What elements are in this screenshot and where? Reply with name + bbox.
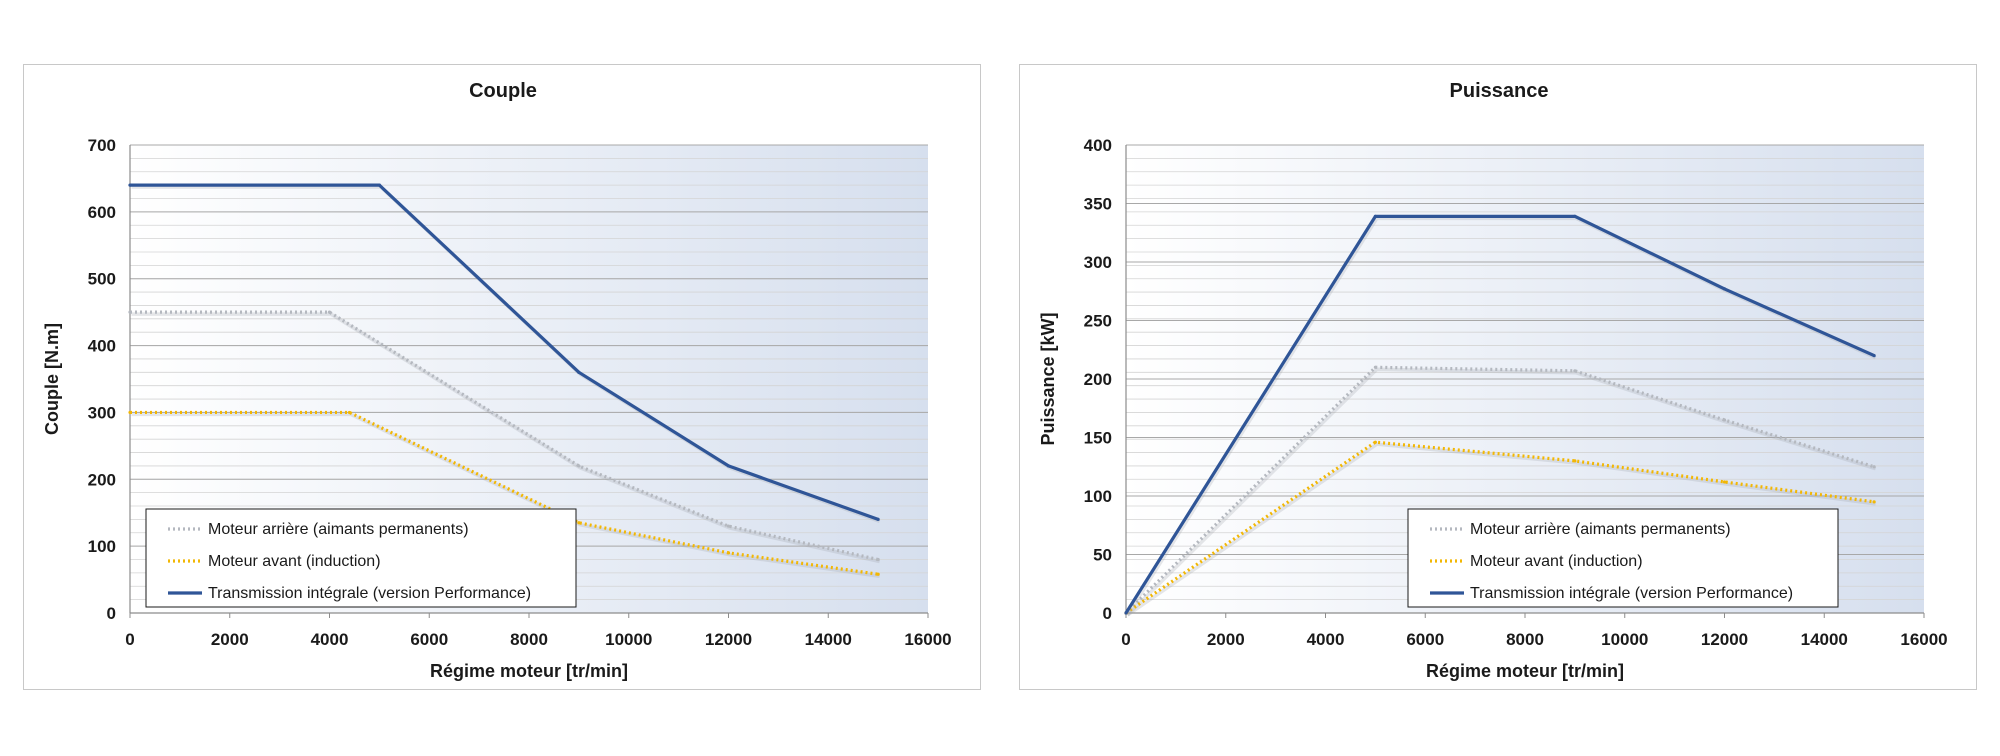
x-tick-label: 14000 (1801, 630, 1848, 649)
chart-title: Couple (469, 80, 537, 102)
x-tick-label: 6000 (410, 630, 448, 649)
data-point (1722, 418, 1727, 422)
y-tick-label: 300 (1084, 253, 1112, 272)
y-tick-label: 700 (88, 136, 116, 155)
x-tick-label: 2000 (1207, 630, 1245, 649)
y-tick-label: 0 (107, 604, 116, 623)
x-tick-label: 12000 (705, 630, 752, 649)
x-axis-title: Régime moteur [tr/min] (430, 661, 628, 681)
series-shadow (131, 312, 881, 564)
x-tick-label: 12000 (1701, 630, 1748, 649)
data-point (876, 557, 880, 562)
legend-label: Transmission intégrale (version Performa… (208, 585, 531, 602)
x-tick-label: 0 (125, 630, 134, 649)
y-tick-label: 100 (1084, 487, 1112, 506)
data-point (1573, 369, 1577, 373)
data-point (876, 572, 880, 576)
x-tick-label: 16000 (904, 630, 951, 649)
data-point (577, 370, 581, 374)
data-point (1373, 365, 1377, 369)
y-tick-label: 500 (88, 270, 116, 289)
x-tick-label: 4000 (1307, 630, 1345, 649)
legend-box (145, 508, 577, 608)
x-tick-label: 14000 (805, 630, 852, 649)
data-point (128, 310, 132, 314)
y-tick-label: 50 (1093, 546, 1112, 565)
legend-box (1407, 508, 1839, 608)
series-shadow (1126, 442, 1876, 617)
chart-panel-couple: 0 100 200 300 400 500 600 700 0 2000 4000 6000 8000 1… (23, 64, 981, 690)
data-point (1872, 354, 1876, 358)
data-point (1573, 214, 1577, 218)
data-point (726, 524, 731, 528)
legend-label: Moteur arrière (aimants permanents) (1470, 521, 1731, 538)
chart-panel-puissance: 0 50 100 150 200 250 300 350 400 0 2000 4000 6000 800… (1019, 64, 1977, 690)
data-point (128, 183, 132, 187)
data-point (128, 410, 132, 415)
data-point (726, 551, 731, 555)
y-tick-label: 400 (1084, 136, 1112, 155)
chart-title: Puissance (1450, 80, 1549, 102)
x-tick-label: 8000 (510, 630, 548, 649)
data-point (577, 521, 581, 525)
data-point (1872, 500, 1876, 504)
x-tick-label: 16000 (1900, 630, 1947, 649)
data-point (1872, 465, 1876, 469)
y-tick-label: 0 (1103, 604, 1112, 623)
series-line-moteur-avant-induction (130, 410, 879, 576)
data-point (1722, 480, 1727, 484)
x-tick-label: 0 (1121, 630, 1130, 649)
data-point (1573, 459, 1577, 463)
legend-label: Transmission intégrale (version Performa… (1470, 585, 1793, 602)
y-tick-label: 350 (1084, 195, 1112, 214)
series-line-moteur-avant-induction (1125, 440, 1875, 615)
legend-label: Moteur avant (induction) (1470, 553, 1643, 570)
x-tick-label: 6000 (1406, 630, 1444, 649)
data-point (347, 410, 352, 415)
y-axis-title: Puissance [kW] (1038, 312, 1058, 445)
data-point (327, 310, 332, 314)
data-point (1124, 611, 1128, 615)
data-point (876, 517, 880, 521)
data-point (1373, 214, 1377, 218)
y-tick-label: 150 (1084, 429, 1112, 448)
x-axis-title: Régime moteur [tr/min] (1426, 661, 1624, 681)
chart-couple: 0 100 200 300 400 500 600 700 0 2000 4000 6000 8000 1… (42, 80, 952, 681)
data-point (377, 183, 381, 187)
x-tick-label: 10000 (605, 630, 652, 649)
y-tick-label: 400 (88, 337, 116, 356)
data-point (577, 464, 581, 468)
y-axis-title: Couple [N.m] (42, 323, 62, 435)
y-tick-label: 600 (88, 203, 116, 222)
y-tick-label: 100 (88, 537, 116, 556)
legend-label: Moteur arrière (aimants permanents) (208, 521, 469, 538)
x-tick-label: 8000 (1506, 630, 1544, 649)
x-tick-label: 10000 (1601, 630, 1648, 649)
data-point (1722, 287, 1727, 291)
x-tick-label: 4000 (311, 630, 349, 649)
y-tick-label: 200 (88, 470, 116, 489)
y-tick-label: 200 (1084, 370, 1112, 389)
data-point (726, 464, 731, 468)
y-tick-label: 250 (1084, 312, 1112, 331)
data-point (1373, 440, 1377, 444)
legend-label: Moteur avant (induction) (208, 553, 381, 570)
y-tick-label: 300 (88, 403, 116, 422)
series-shadow (131, 412, 880, 578)
x-tick-label: 2000 (211, 630, 249, 649)
